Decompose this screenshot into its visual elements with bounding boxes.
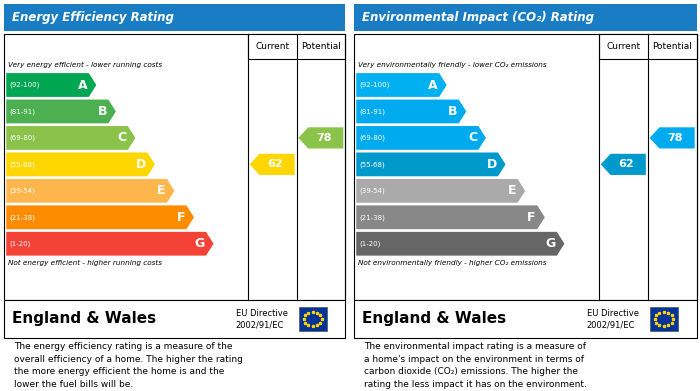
Text: England & Wales: England & Wales	[12, 312, 156, 326]
Text: (55-68): (55-68)	[10, 161, 36, 168]
Text: C: C	[118, 131, 127, 144]
Text: Current: Current	[606, 42, 641, 51]
Polygon shape	[6, 232, 214, 256]
Text: EU Directive
2002/91/EC: EU Directive 2002/91/EC	[236, 308, 288, 329]
Polygon shape	[356, 179, 525, 203]
Text: E: E	[508, 184, 517, 197]
Text: (1-20): (1-20)	[10, 240, 31, 247]
Text: (69-80): (69-80)	[360, 135, 386, 141]
Text: EU Directive
2002/91/EC: EU Directive 2002/91/EC	[587, 308, 638, 329]
Text: B: B	[448, 105, 457, 118]
Text: Very environmentally friendly - lower CO₂ emissions: Very environmentally friendly - lower CO…	[358, 63, 546, 68]
Bar	[4, 4, 345, 30]
Bar	[4, 34, 345, 300]
Text: (39-54): (39-54)	[10, 188, 36, 194]
Text: A: A	[78, 79, 88, 91]
Text: The environmental impact rating is a measure of
a home's impact on the environme: The environmental impact rating is a mea…	[364, 343, 587, 389]
Text: 62: 62	[267, 160, 283, 169]
Text: Environmental Impact (CO₂) Rating: Environmental Impact (CO₂) Rating	[362, 11, 594, 24]
Text: Potential: Potential	[652, 42, 692, 51]
Polygon shape	[601, 154, 646, 175]
Text: (1-20): (1-20)	[360, 240, 381, 247]
Bar	[354, 34, 696, 300]
Polygon shape	[356, 205, 545, 229]
Text: 78: 78	[316, 133, 332, 143]
Text: (92-100): (92-100)	[10, 82, 40, 88]
Text: C: C	[468, 131, 477, 144]
Text: G: G	[195, 237, 204, 250]
Bar	[598, 34, 696, 59]
Text: F: F	[527, 211, 536, 224]
Polygon shape	[6, 126, 135, 150]
Text: The energy efficiency rating is a measure of the
overall efficiency of a home. T: The energy efficiency rating is a measur…	[14, 343, 243, 389]
Polygon shape	[356, 126, 486, 150]
Bar	[299, 307, 327, 331]
Text: (81-91): (81-91)	[360, 108, 386, 115]
Bar	[354, 300, 696, 338]
Text: England & Wales: England & Wales	[362, 312, 506, 326]
Text: (21-38): (21-38)	[360, 214, 386, 221]
Polygon shape	[6, 100, 116, 123]
Text: Very energy efficient - lower running costs: Very energy efficient - lower running co…	[8, 63, 162, 68]
Text: (39-54): (39-54)	[360, 188, 386, 194]
Polygon shape	[650, 127, 694, 149]
Polygon shape	[6, 73, 97, 97]
Text: Not energy efficient - higher running costs: Not energy efficient - higher running co…	[8, 260, 162, 266]
Text: G: G	[545, 237, 556, 250]
Text: B: B	[97, 105, 107, 118]
Text: (81-91): (81-91)	[10, 108, 36, 115]
Bar	[248, 34, 345, 59]
Text: (92-100): (92-100)	[360, 82, 390, 88]
Bar	[650, 307, 678, 331]
Text: Potential: Potential	[301, 42, 341, 51]
Text: A: A	[428, 79, 438, 91]
Bar	[4, 300, 345, 338]
Text: Not environmentally friendly - higher CO₂ emissions: Not environmentally friendly - higher CO…	[358, 260, 546, 266]
Text: Energy Efficiency Rating: Energy Efficiency Rating	[12, 11, 174, 24]
Polygon shape	[356, 232, 564, 256]
Text: E: E	[157, 184, 166, 197]
Text: F: F	[176, 211, 185, 224]
Text: (55-68): (55-68)	[360, 161, 386, 168]
Polygon shape	[6, 205, 194, 229]
Text: Current: Current	[255, 42, 289, 51]
Polygon shape	[356, 152, 505, 176]
Text: (69-80): (69-80)	[10, 135, 36, 141]
Bar	[354, 4, 696, 30]
Text: (21-38): (21-38)	[10, 214, 36, 221]
Text: 78: 78	[667, 133, 682, 143]
Polygon shape	[356, 100, 466, 123]
Polygon shape	[356, 73, 447, 97]
Text: D: D	[136, 158, 146, 171]
Polygon shape	[6, 179, 174, 203]
Polygon shape	[6, 152, 155, 176]
Text: 62: 62	[618, 160, 634, 169]
Polygon shape	[298, 127, 343, 149]
Text: D: D	[486, 158, 496, 171]
Polygon shape	[250, 154, 295, 175]
